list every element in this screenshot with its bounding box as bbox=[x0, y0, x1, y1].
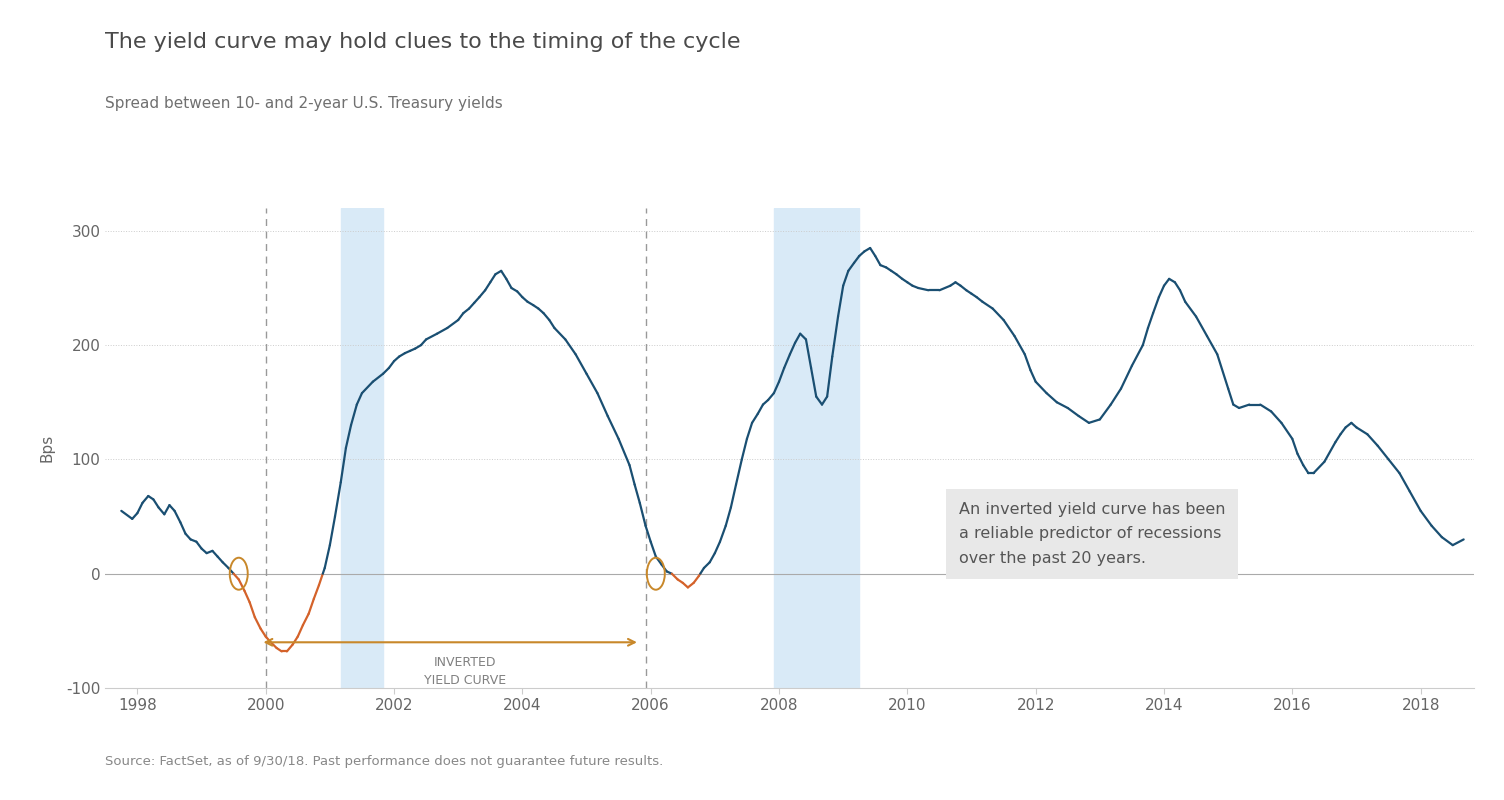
Text: The yield curve may hold clues to the timing of the cycle: The yield curve may hold clues to the ti… bbox=[105, 32, 741, 52]
Text: Source: FactSet, as of 9/30/18. Past performance does not guarantee future resul: Source: FactSet, as of 9/30/18. Past per… bbox=[105, 755, 663, 768]
Bar bbox=[341, 208, 384, 688]
Text: Spread between 10- and 2-year U.S. Treasury yields: Spread between 10- and 2-year U.S. Treas… bbox=[105, 96, 502, 111]
Bar bbox=[775, 208, 859, 688]
Text: INVERTED
YIELD CURVE: INVERTED YIELD CURVE bbox=[424, 656, 505, 687]
Text: An inverted yield curve has been
a reliable predictor of recessions
over the pas: An inverted yield curve has been a relia… bbox=[958, 502, 1226, 566]
Y-axis label: Bps: Bps bbox=[41, 434, 56, 462]
